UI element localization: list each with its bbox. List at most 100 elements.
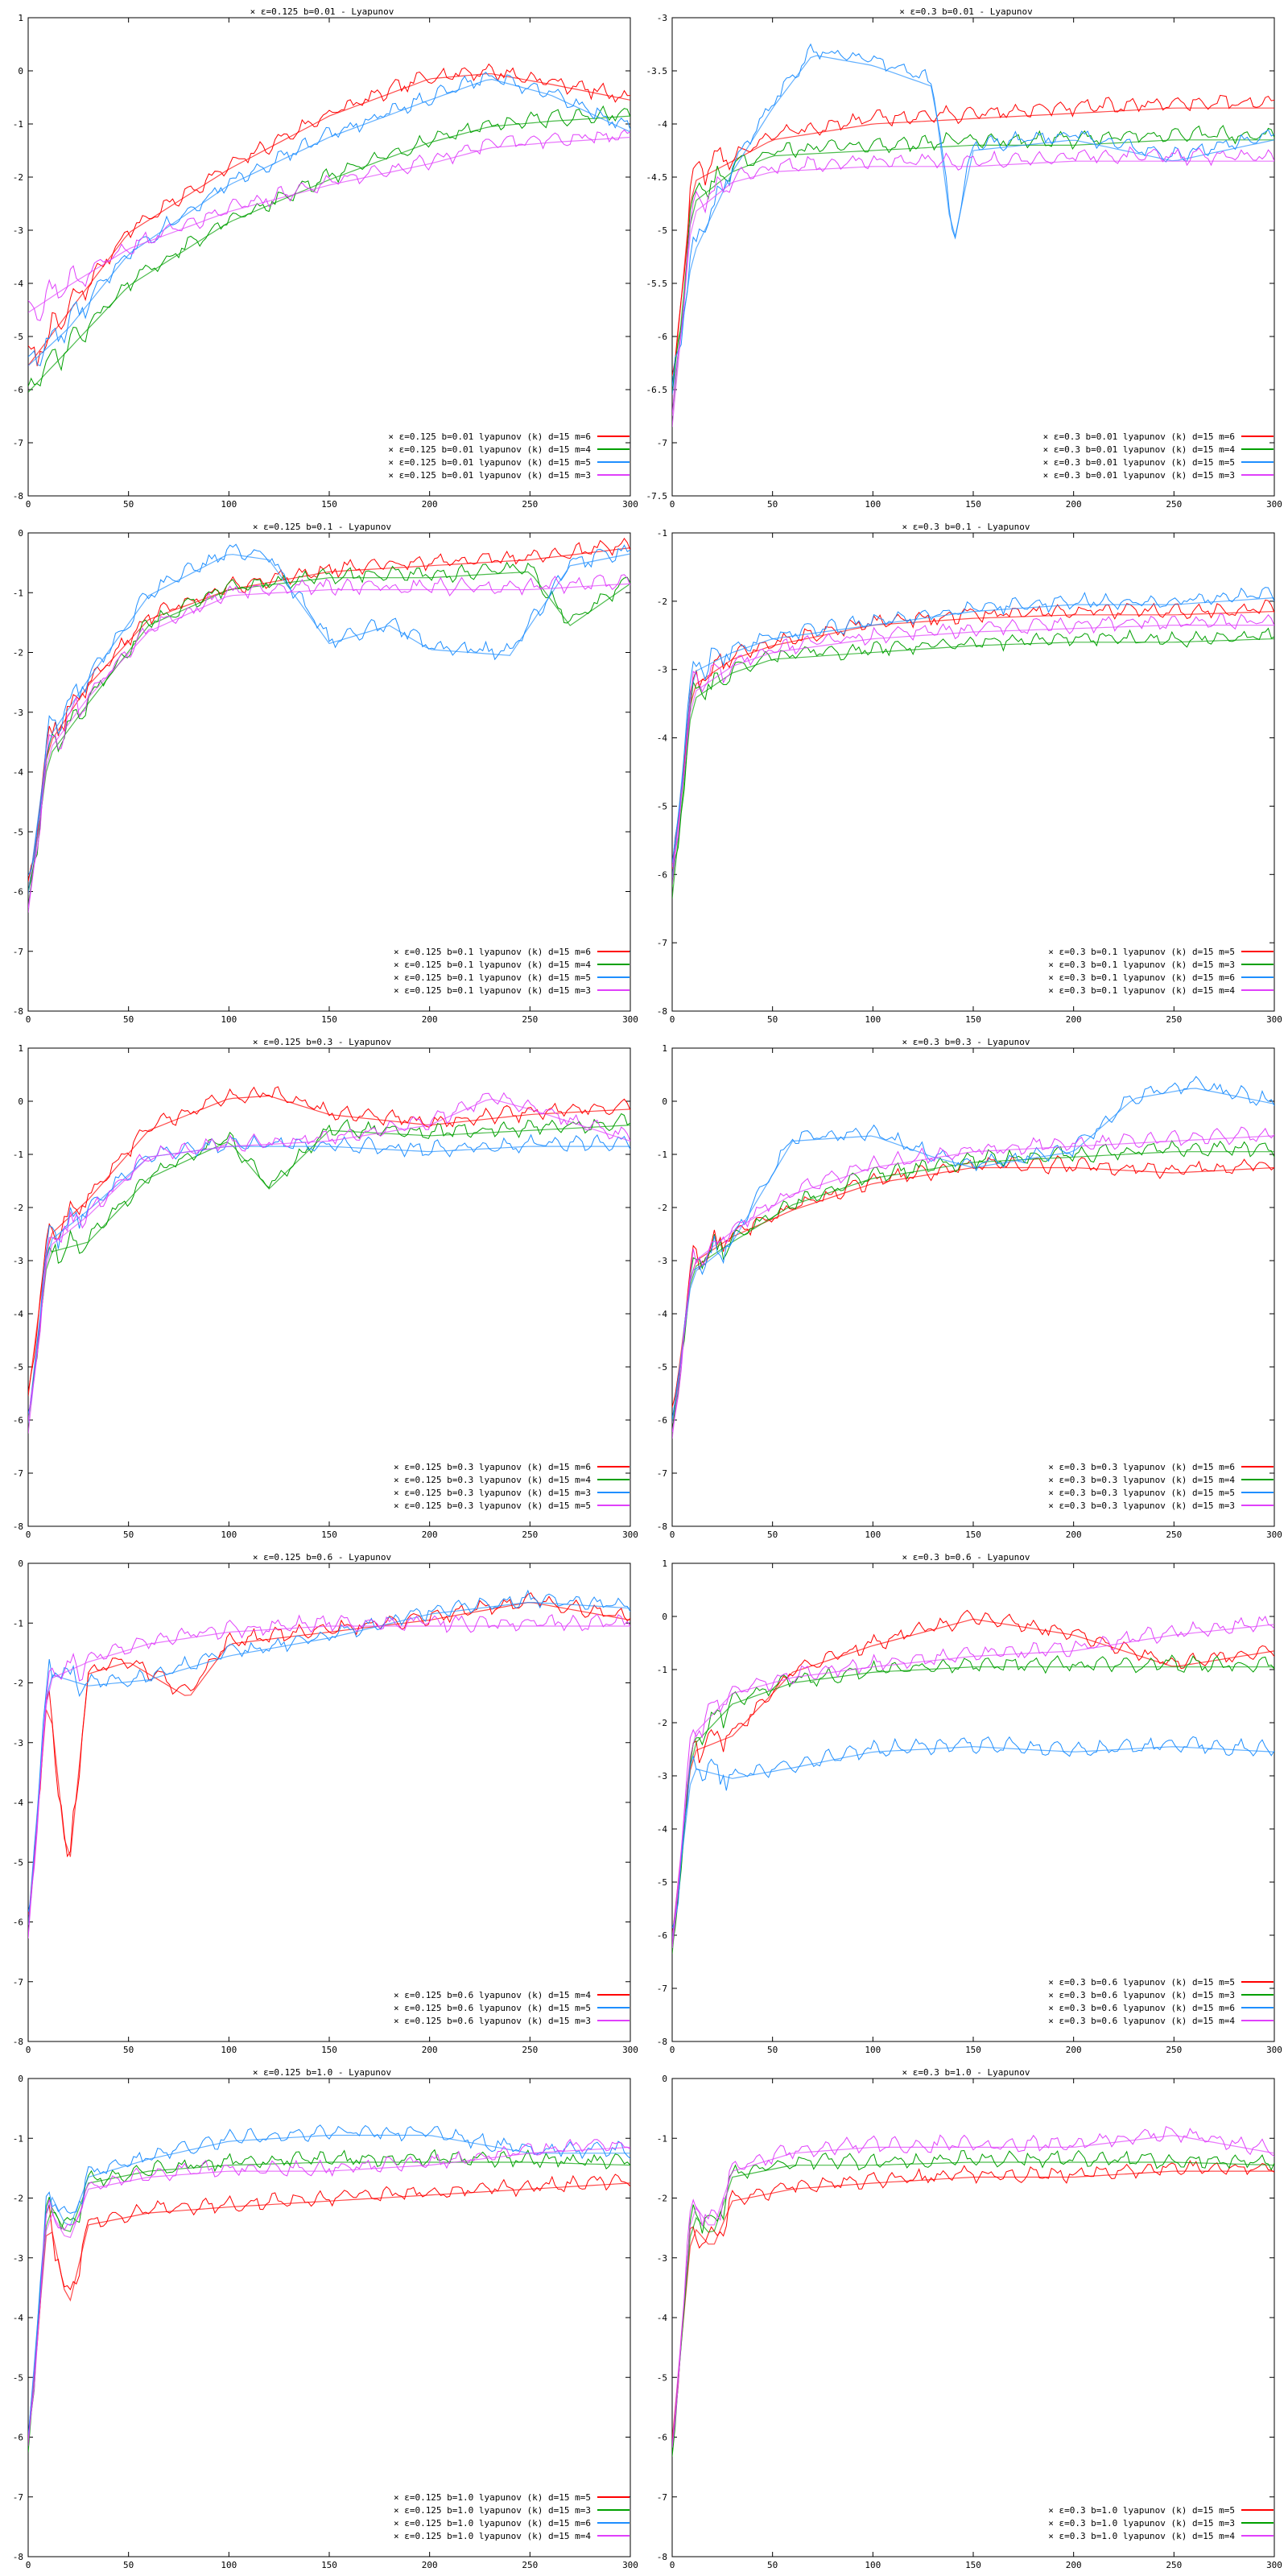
x-tick-label: 250 xyxy=(1166,1530,1182,1540)
series-line xyxy=(672,2160,1274,2448)
series-fit-line xyxy=(672,611,1274,878)
series-fit-line xyxy=(28,1146,630,1423)
legend-swatch xyxy=(1241,1505,1274,1506)
y-tick-label: -4 xyxy=(13,279,24,289)
series-line xyxy=(672,1616,1274,1949)
y-tick-label: -7 xyxy=(657,438,667,448)
x-tick-label: 150 xyxy=(965,2560,981,2570)
series-fit-line xyxy=(672,160,1274,427)
x-tick-label: 0 xyxy=(670,2560,675,2570)
legend-label: × ε=0.125 b=0.01 lyapunov (k) d=15 m=3 xyxy=(388,469,591,481)
y-tick-label: -6 xyxy=(657,1930,667,1941)
legend-entry: × ε=0.3 b=1.0 lyapunov (k) d=15 m=4 xyxy=(1048,2529,1274,2542)
legend: × ε=0.3 b=1.0 lyapunov (k) d=15 m=5 × ε=0… xyxy=(1048,2504,1274,2542)
legend-swatch xyxy=(597,2007,630,2008)
y-tick-label: -3 xyxy=(657,13,667,23)
legend-entry: × ε=0.3 b=1.0 lyapunov (k) d=15 m=5 xyxy=(1048,2504,1274,2516)
legend-label: × ε=0.125 b=1.0 lyapunov (k) d=15 m=6 xyxy=(393,2517,591,2529)
chart-title: × ε=0.3 b=0.1 - Lyapunov xyxy=(902,522,1030,532)
legend-swatch xyxy=(597,1466,630,1468)
y-tick-label: -8 xyxy=(13,2037,23,2047)
y-tick-label: -1 xyxy=(13,2133,23,2144)
series-line xyxy=(672,2149,1274,2457)
x-tick-label: 50 xyxy=(123,2560,134,2570)
series-line xyxy=(672,1736,1274,1929)
legend-entry: × ε=0.3 b=0.3 lyapunov (k) d=15 m=6 xyxy=(1048,1460,1274,1473)
y-tick-label: -6 xyxy=(13,1415,23,1426)
x-tick-label: 100 xyxy=(865,2560,881,2570)
y-tick-label: -2 xyxy=(13,1678,23,1689)
y-tick-label: -5 xyxy=(13,2372,23,2383)
x-tick-label: 50 xyxy=(767,2045,778,2055)
y-tick-label: -7 xyxy=(13,438,23,448)
x-tick-label: 100 xyxy=(865,499,881,510)
x-tick-label: 250 xyxy=(1166,2560,1182,2570)
x-tick-label: 300 xyxy=(622,1014,638,1025)
legend: × ε=0.125 b=0.1 lyapunov (k) d=15 m=6 × ε… xyxy=(394,945,630,997)
y-tick-label: -5 xyxy=(657,801,667,811)
legend-swatch xyxy=(597,1505,630,1506)
series-line xyxy=(672,587,1274,864)
legend-swatch xyxy=(1241,1466,1274,1468)
series-fit-line xyxy=(672,1618,1274,1938)
y-tick-label: -7 xyxy=(13,1468,23,1479)
series-line xyxy=(672,613,1274,868)
chart-title: × ε=0.3 b=1.0 - Lyapunov xyxy=(902,2067,1030,2078)
legend-entry: × ε=0.3 b=0.6 lyapunov (k) d=15 m=5 xyxy=(1048,1975,1274,1988)
series-line xyxy=(28,574,630,908)
x-tick-label: 0 xyxy=(26,1530,31,1540)
legend: × ε=0.3 b=0.1 lyapunov (k) d=15 m=5 × ε=0… xyxy=(1048,945,1274,997)
x-tick-label: 0 xyxy=(670,1530,675,1540)
x-tick-label: 300 xyxy=(1266,2045,1282,2055)
legend-label: × ε=0.3 b=0.01 lyapunov (k) d=15 m=6 xyxy=(1042,431,1235,442)
legend-label: × ε=0.3 b=1.0 lyapunov (k) d=15 m=4 xyxy=(1048,2530,1235,2541)
y-tick-label: 1 xyxy=(18,13,23,23)
series-line xyxy=(28,105,630,387)
chart-panel: -8 -7 -6 -5 -4 -3 -2 -1 0 1 0 50 100 150 200 250 300 × ε=… xyxy=(644,1030,1288,1546)
y-tick-label: -7 xyxy=(657,938,667,948)
x-tick-label: 300 xyxy=(1266,499,1282,510)
legend-swatch xyxy=(597,2020,630,2021)
legend-entry: × ε=0.3 b=0.1 lyapunov (k) d=15 m=5 xyxy=(1048,945,1274,958)
x-tick-label: 200 xyxy=(422,2045,438,2055)
chart-title: × ε=0.125 b=0.01 - Lyapunov xyxy=(250,6,394,17)
y-tick-label: -7.5 xyxy=(646,491,668,502)
legend-label: × ε=0.125 b=1.0 lyapunov (k) d=15 m=3 xyxy=(393,2504,591,2516)
plot-frame xyxy=(27,17,631,497)
x-tick-label: 100 xyxy=(221,2560,237,2570)
legend-entry: × ε=0.125 b=0.01 lyapunov (k) d=15 m=4 xyxy=(388,443,630,456)
y-tick-label: -5 xyxy=(13,332,23,342)
chart-title: × ε=0.125 b=0.6 - Lyapunov xyxy=(252,1552,392,1563)
x-tick-label: 250 xyxy=(522,499,538,510)
legend-swatch xyxy=(1241,461,1274,463)
x-tick-label: 150 xyxy=(321,1530,337,1540)
series-line xyxy=(28,1613,630,1939)
legend-label: × ε=0.125 b=0.1 lyapunov (k) d=15 m=4 xyxy=(393,959,591,970)
series-fit-line xyxy=(28,2134,630,2441)
y-tick-label: 0 xyxy=(18,1558,23,1569)
series-fit-line xyxy=(672,597,1274,878)
legend-label: × ε=0.3 b=0.3 lyapunov (k) d=15 m=4 xyxy=(1048,1474,1235,1485)
y-tick-label: -6 xyxy=(657,869,667,880)
legend-label: × ε=0.3 b=0.3 lyapunov (k) d=15 m=5 xyxy=(1048,1487,1235,1498)
series-fit-line xyxy=(28,1095,630,1397)
series-fit-line xyxy=(28,1602,630,1926)
x-tick-label: 50 xyxy=(123,2045,134,2055)
legend-entry: × ε=0.125 b=1.0 lyapunov (k) d=15 m=5 xyxy=(394,2491,630,2504)
series-fit-line xyxy=(672,638,1274,899)
legend-entry: × ε=0.3 b=0.6 lyapunov (k) d=15 m=6 xyxy=(1048,2001,1274,2014)
chart-panel: -8 -7 -6 -5 -4 -3 -2 -1 0 0 50 100 150 200 250 300 × ε=0… xyxy=(644,2061,1288,2576)
series-line xyxy=(672,146,1274,416)
y-tick-label: -3.5 xyxy=(646,66,668,76)
x-tick-label: 50 xyxy=(123,1014,134,1025)
series-fit-line xyxy=(28,115,630,393)
series-line xyxy=(672,1654,1274,1947)
series-line xyxy=(672,1140,1274,1433)
legend-entry: × ε=0.3 b=0.1 lyapunov (k) d=15 m=6 xyxy=(1048,971,1274,984)
chart-panel: -8 -7 -6 -5 -4 -3 -2 -1 0 50 100 150 200 250 300 × ε=0.… xyxy=(644,515,1288,1030)
series-fit-line xyxy=(28,1125,630,1423)
series-line xyxy=(28,2174,630,2442)
x-tick-label: 200 xyxy=(422,1014,438,1025)
legend-swatch xyxy=(1241,951,1274,952)
